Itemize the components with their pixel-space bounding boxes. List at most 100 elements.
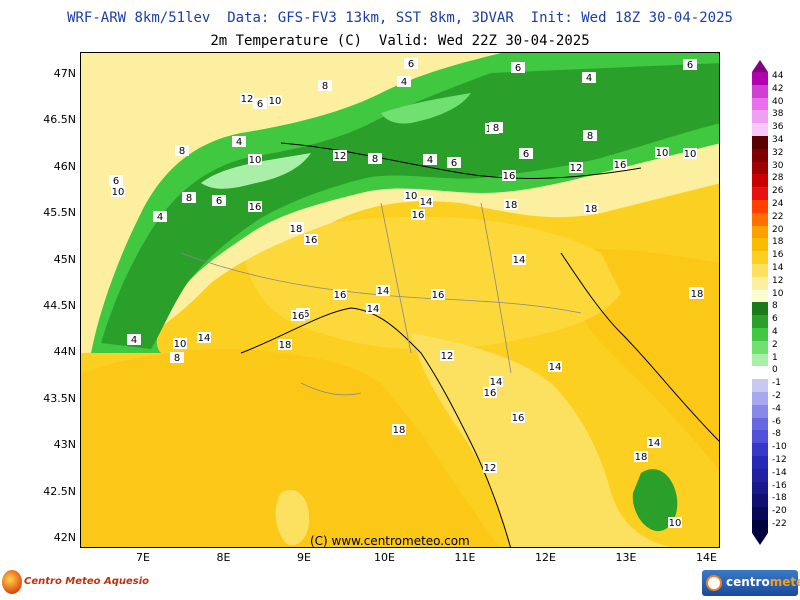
temperature-label: 6: [257, 99, 263, 110]
temperature-label: 8: [186, 193, 192, 204]
logo-right-text: centrometeo: [726, 575, 800, 589]
lat-label: 43.5N: [43, 391, 76, 405]
temperature-label: 18: [279, 340, 292, 351]
legend-swatch: [752, 264, 768, 277]
lon-label: 8E: [216, 551, 231, 564]
lon-label: 10E: [374, 551, 395, 564]
lon-label: 9E: [297, 551, 311, 564]
logo-globe-icon: [2, 570, 22, 594]
legend-label: 40: [772, 96, 784, 107]
temperature-label-bg: [683, 148, 697, 159]
temperature-label: 14: [490, 377, 503, 388]
legend-label: -6: [772, 416, 781, 427]
legend-swatch: [752, 174, 768, 188]
legend-swatch: [752, 353, 768, 367]
temperature-label: 16: [432, 290, 445, 301]
lat-label: 43N: [53, 438, 76, 452]
temperature-label-bg: [212, 195, 226, 206]
temperature-label: 18: [585, 204, 598, 215]
temperature-label-bg: [419, 196, 433, 207]
temperature-label: 6: [216, 196, 222, 207]
legend-label: 28: [772, 173, 784, 184]
temperature-label: 14: [377, 286, 390, 297]
temperature-label: 12: [334, 151, 347, 162]
temperature-label: 10: [669, 518, 682, 529]
legend-label: 34: [772, 135, 784, 145]
legend-swatch: [752, 468, 768, 482]
temperature-label-bg: [197, 332, 211, 343]
legend-swatch: [752, 148, 768, 162]
legend-swatch: [752, 379, 768, 392]
temperature-label: 12: [484, 463, 497, 474]
temperature-label: 12: [241, 94, 254, 105]
legend-label: 1: [772, 352, 778, 363]
legend-swatch: [752, 225, 768, 239]
temperature-label-bg: [333, 150, 347, 161]
temperature-label: 14: [648, 438, 661, 449]
legend-label: 20: [772, 224, 784, 235]
temperature-label: 4: [427, 155, 433, 166]
legend-swatch: [752, 84, 768, 98]
temperature-label-bg: [683, 59, 697, 70]
temperature-label: 4: [131, 335, 137, 346]
temperature-label-bg: [111, 186, 125, 197]
legend-swatch: [752, 366, 768, 380]
temperature-label-bg: [248, 201, 262, 212]
copyright-credit: (C) www.centrometeo.com: [310, 534, 470, 548]
temperature-label-bg: [511, 62, 525, 73]
temperature-label: 16: [292, 311, 305, 322]
temperature-label: 6: [515, 63, 521, 74]
temperature-label: 10: [269, 96, 282, 107]
legend-label: -22: [772, 519, 787, 529]
temperature-label-bg: [440, 350, 454, 361]
legend-label: 14: [772, 263, 784, 273]
temperature-label: 16: [305, 235, 318, 246]
legend-label: 36: [772, 122, 784, 133]
temperature-label: 8: [372, 154, 378, 165]
temperature-label: 14: [367, 304, 380, 315]
legend-label: 6: [772, 314, 778, 325]
temperature-label-bg: [318, 80, 332, 91]
temperature-label-bg: [655, 147, 669, 158]
legend-swatch: [752, 72, 768, 85]
legend-top-arrow: [752, 60, 768, 72]
alps-cold-patch: [201, 153, 311, 189]
region-border-3: [380, 202, 412, 354]
temperature-label: 14: [420, 197, 433, 208]
temperature-label: 14: [549, 362, 562, 373]
alps-cold-patch-2: [381, 93, 471, 124]
lon-label: 7E: [136, 551, 150, 564]
legend-swatch: [752, 520, 768, 533]
temperature-label-bg: [504, 199, 518, 210]
temperature-label-bg: [109, 175, 123, 186]
temperature-label: 8: [322, 81, 328, 92]
legend-swatch: [752, 123, 768, 136]
map-title-line1: WRF-ARW 8km/51lev Data: GFS-FV3 13km, SS…: [67, 10, 733, 26]
temperature-label-bg: [153, 211, 167, 222]
legend-label: -4: [772, 403, 781, 414]
temperature-label-bg: [170, 352, 184, 363]
legend-swatch: [752, 328, 768, 341]
temperature-label: 6: [451, 158, 457, 169]
legend-label: 22: [772, 211, 784, 222]
temperature-label-bg: [368, 153, 382, 164]
legend-label: 16: [772, 250, 784, 261]
lon-label: 12E: [535, 551, 556, 564]
lat-label: 45N: [53, 252, 76, 266]
temperature-label: 4: [157, 212, 163, 223]
temperature-label-bg: [182, 192, 196, 203]
temperature-label-bg: [431, 289, 445, 300]
temperature-label: 14: [198, 333, 211, 344]
lon-label: 14E: [696, 551, 717, 564]
temperature-label: 16: [512, 413, 525, 424]
temperature-label: 6: [113, 176, 119, 187]
temperature-label-bg: [647, 437, 661, 448]
legend-label: 32: [772, 147, 784, 158]
temperature-label: 16: [249, 202, 262, 213]
legend-label: 18: [772, 237, 784, 248]
lat-label: 45.5N: [43, 206, 76, 220]
temperature-label: 10: [174, 339, 187, 350]
temperature-label-bg: [483, 462, 497, 473]
temperature-label-bg: [392, 424, 406, 435]
legend-swatch: [752, 404, 768, 418]
